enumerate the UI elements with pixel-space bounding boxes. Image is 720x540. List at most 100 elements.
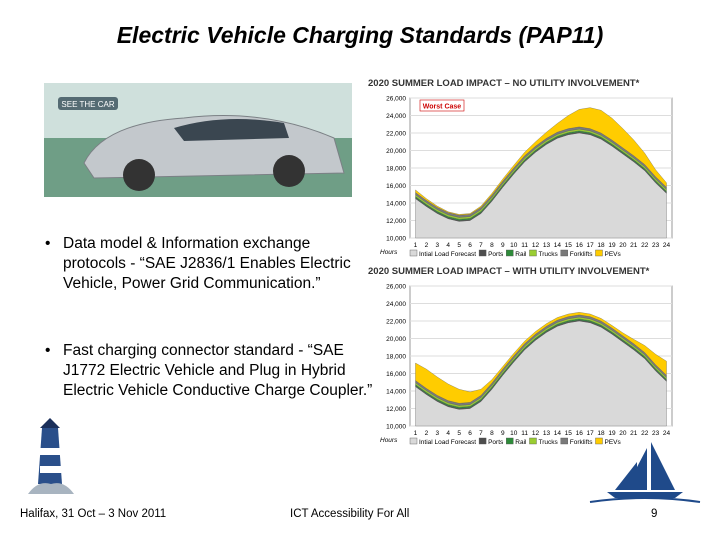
page-number: 9 (651, 508, 658, 520)
x-tick-label: 3 (435, 430, 439, 437)
x-tick-label: 18 (597, 430, 605, 437)
x-tick-label: 6 (468, 242, 472, 249)
x-tick-label: 10 (510, 242, 518, 249)
car-photo: SEE THE CAR (44, 83, 352, 197)
slide-title: Electric Vehicle Charging Standards (PAP… (116, 22, 604, 48)
legend-label: Forklifts (570, 439, 594, 446)
x-tick-label: 17 (587, 242, 595, 249)
lighthouse-logo (28, 418, 74, 494)
x-tick-label: 23 (652, 430, 660, 437)
x-tick-label: 11 (521, 430, 528, 437)
x-tick-label: 21 (630, 242, 638, 249)
y-tick-label: 16,000 (386, 183, 406, 190)
x-tick-label: 19 (608, 242, 616, 249)
legend-swatch (409, 249, 418, 257)
legend-swatch (506, 437, 514, 445)
x-tick-label: 21 (630, 430, 638, 437)
legend-swatch (409, 437, 418, 445)
photo-caption: SEE THE CAR (61, 100, 114, 109)
x-tick-label: 2 (425, 242, 429, 249)
legend-swatch (560, 437, 568, 445)
ship-logo (589, 442, 701, 503)
x-tick-label: 20 (619, 242, 627, 249)
legend-swatch (595, 437, 603, 445)
x-tick-label: 7 (479, 242, 483, 249)
x-tick-label: 4 (446, 430, 450, 437)
area-series (415, 312, 667, 404)
legend-label: PEVs (604, 251, 621, 258)
y-tick-label: 22,000 (386, 131, 406, 138)
y-tick-label: 26,000 (386, 96, 406, 103)
x-tick-label: 20 (619, 430, 627, 437)
chart-title: 2020 SUMMER LOAD IMPACT – WITH UTILITY I… (368, 266, 650, 277)
legend-label: Trucks (538, 251, 558, 258)
legend-swatch (529, 249, 537, 257)
y-tick-label: 10,000 (386, 236, 406, 243)
x-tick-label: 14 (554, 430, 562, 437)
legend-label: Forklifts (570, 251, 594, 258)
x-tick-label: 16 (576, 430, 584, 437)
y-tick-label: 18,000 (386, 354, 406, 361)
legend-label: PEVs (604, 439, 621, 446)
bullet: Fast charging connector standard - “SAE … (45, 341, 373, 401)
x-tick-label: 16 (576, 242, 584, 249)
x-tick-label: 13 (543, 430, 551, 437)
legend-swatch (478, 249, 487, 257)
x-tick-label: 19 (608, 430, 616, 437)
legend-label: Rail (515, 251, 527, 258)
x-tick-label: 9 (501, 242, 505, 249)
x-tick-label: 24 (663, 242, 671, 249)
x-tick-label: 13 (543, 242, 551, 249)
x-tick-label: 22 (641, 242, 649, 249)
x-tick-label: 18 (597, 242, 605, 249)
x-tick-label: 7 (479, 430, 483, 437)
x-tick-label: 15 (565, 242, 573, 249)
x-tick-label: 9 (501, 430, 505, 437)
y-tick-label: 24,000 (386, 113, 406, 120)
legend-swatch (506, 249, 514, 257)
legend-swatch (560, 249, 568, 257)
legend-swatch (529, 437, 537, 445)
x-tick-label: 12 (532, 430, 540, 437)
x-tick-label: 14 (554, 242, 562, 249)
x-tick-label: 17 (587, 430, 595, 437)
annotation: Worst Case (423, 104, 461, 111)
x-tick-label: 5 (457, 430, 461, 437)
legend-label: Ports (488, 251, 504, 258)
x-tick-label: 3 (435, 242, 439, 249)
y-tick-label: 14,000 (386, 201, 406, 208)
y-tick-label: 20,000 (386, 336, 406, 343)
y-tick-label: 18,000 (386, 166, 406, 173)
x-tick-label: 4 (446, 242, 450, 249)
y-tick-label: 26,000 (386, 284, 406, 291)
annotation-box (419, 99, 465, 112)
x-tick-label: 12 (532, 242, 540, 249)
y-tick-label: 12,000 (386, 218, 406, 225)
legend-swatch (595, 249, 603, 257)
legend-label: Ports (488, 439, 504, 446)
legend-label: Intial Load Forecast (419, 251, 476, 258)
legend-label: Rail (515, 439, 527, 446)
x-tick-label: 2 (425, 430, 429, 437)
area-series (415, 107, 667, 216)
y-tick-label: 14,000 (386, 389, 406, 396)
x-axis-label: Hours (380, 249, 398, 256)
bullet: Data model & Information exchange protoc… (45, 234, 373, 294)
legend-swatch (478, 437, 487, 445)
footer-center: ICT Accessibility For All (290, 508, 410, 520)
x-tick-label: 15 (565, 430, 573, 437)
y-tick-label: 24,000 (386, 301, 406, 308)
x-tick-label: 5 (457, 242, 461, 249)
legend-label: Trucks (538, 439, 558, 446)
footer-left: Halifax, 31 Oct – 3 Nov 2011 (20, 508, 167, 520)
chart-title: 2020 SUMMER LOAD IMPACT – NO UTILITY INV… (368, 78, 640, 89)
x-axis-label: Hours (380, 437, 398, 444)
x-tick-label: 6 (468, 430, 472, 437)
x-tick-label: 11 (521, 242, 528, 249)
x-tick-label: 23 (652, 242, 660, 249)
y-tick-label: 22,000 (386, 319, 406, 326)
x-tick-label: 10 (510, 430, 518, 437)
y-tick-label: 12,000 (386, 406, 406, 413)
